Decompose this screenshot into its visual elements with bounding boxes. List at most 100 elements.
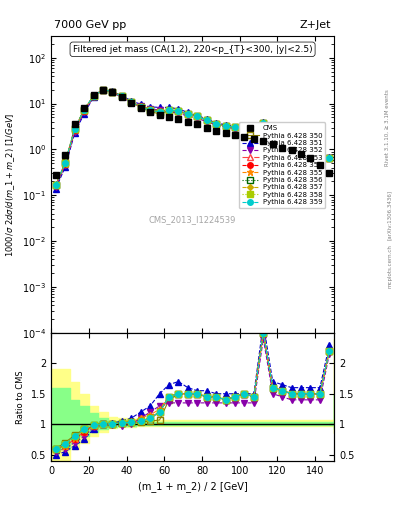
- Pythia 6.428 351: [148, 104, 152, 110]
- Pythia 6.428 356: [91, 93, 96, 99]
- Pythia 6.428 350: [157, 111, 162, 117]
- Pythia 6.428 359: [261, 120, 266, 126]
- Pythia 6.428 357: [195, 113, 200, 119]
- CMS: [53, 172, 58, 178]
- Pythia 6.428 357: [129, 99, 134, 105]
- Pythia 6.428 353: [119, 93, 124, 99]
- Pythia 6.428 353: [185, 111, 190, 117]
- Legend: CMS, Pythia 6.428 350, Pythia 6.428 351, Pythia 6.428 352, Pythia 6.428 353, Pyt: CMS, Pythia 6.428 350, Pythia 6.428 351,…: [239, 122, 325, 208]
- Pythia 6.428 353: [252, 129, 256, 135]
- Pythia 6.428 352: [148, 105, 152, 112]
- Pythia 6.428 350: [233, 124, 237, 131]
- Pythia 6.428 354: [308, 147, 313, 153]
- Pythia 6.428 350: [148, 108, 152, 114]
- Pythia 6.428 352: [63, 162, 68, 168]
- Y-axis label: Ratio to CMS: Ratio to CMS: [16, 370, 25, 423]
- Pythia 6.428 358: [176, 109, 181, 115]
- Pythia 6.428 355: [308, 147, 313, 153]
- CMS: [318, 162, 322, 168]
- CMS: [138, 105, 143, 111]
- Pythia 6.428 351: [157, 104, 162, 111]
- Pythia 6.428 354: [91, 93, 96, 99]
- Pythia 6.428 351: [252, 127, 256, 134]
- Pythia 6.428 354: [252, 129, 256, 135]
- Pythia 6.428 354: [270, 132, 275, 138]
- Pythia 6.428 356: [242, 125, 247, 132]
- Pythia 6.428 351: [129, 98, 134, 104]
- Pythia 6.428 355: [91, 93, 96, 99]
- Pythia 6.428 356: [261, 120, 266, 126]
- Pythia 6.428 351: [101, 87, 105, 93]
- CMS: [327, 170, 332, 177]
- Pythia 6.428 359: [214, 121, 219, 127]
- CMS: [195, 121, 200, 127]
- Pythia 6.428 352: [176, 111, 181, 117]
- CMS: [176, 116, 181, 122]
- Pythia 6.428 356: [138, 104, 143, 110]
- Pythia 6.428 356: [53, 182, 58, 188]
- Pythia 6.428 358: [270, 132, 275, 138]
- Pythia 6.428 355: [72, 126, 77, 133]
- Pythia 6.428 355: [110, 89, 115, 95]
- Pythia 6.428 358: [119, 93, 124, 99]
- Pythia 6.428 354: [53, 182, 58, 188]
- Pythia 6.428 352: [280, 137, 285, 143]
- Line: Pythia 6.428 356: Pythia 6.428 356: [53, 87, 332, 188]
- Pythia 6.428 352: [157, 107, 162, 113]
- Pythia 6.428 351: [270, 131, 275, 137]
- Pythia 6.428 354: [280, 136, 285, 142]
- Pythia 6.428 357: [176, 109, 181, 115]
- Pythia 6.428 352: [270, 133, 275, 139]
- Pythia 6.428 352: [204, 118, 209, 124]
- Pythia 6.428 351: [242, 125, 247, 132]
- Pythia 6.428 355: [261, 120, 266, 126]
- Pythia 6.428 357: [214, 121, 219, 127]
- Pythia 6.428 353: [270, 132, 275, 138]
- Text: mcplots.cern.ch: mcplots.cern.ch: [387, 244, 392, 288]
- Line: Pythia 6.428 350: Pythia 6.428 350: [53, 87, 332, 188]
- Pythia 6.428 357: [252, 129, 256, 135]
- Pythia 6.428 351: [72, 130, 77, 136]
- Pythia 6.428 357: [138, 104, 143, 110]
- Pythia 6.428 359: [195, 113, 200, 119]
- Pythia 6.428 357: [185, 111, 190, 117]
- CMS: [110, 89, 115, 95]
- Pythia 6.428 354: [185, 111, 190, 117]
- CMS: [157, 113, 162, 119]
- CMS: [148, 109, 152, 115]
- Pythia 6.428 353: [63, 161, 68, 167]
- Pythia 6.428 352: [195, 115, 200, 121]
- Pythia 6.428 355: [204, 117, 209, 123]
- Pythia 6.428 358: [101, 87, 105, 93]
- Pythia 6.428 355: [82, 107, 86, 113]
- Pythia 6.428 352: [308, 148, 313, 154]
- Pythia 6.428 352: [214, 122, 219, 129]
- Pythia 6.428 353: [195, 113, 200, 119]
- Pythia 6.428 353: [148, 107, 152, 113]
- Pythia 6.428 359: [72, 126, 77, 132]
- Pythia 6.428 352: [82, 110, 86, 116]
- Pythia 6.428 359: [82, 106, 86, 113]
- Pythia 6.428 351: [119, 93, 124, 99]
- Pythia 6.428 359: [223, 123, 228, 129]
- Pythia 6.428 350: [110, 89, 115, 95]
- Pythia 6.428 359: [138, 104, 143, 110]
- Pythia 6.428 351: [53, 185, 58, 191]
- Pythia 6.428 351: [289, 138, 294, 144]
- Pythia 6.428 358: [204, 117, 209, 123]
- Pythia 6.428 353: [261, 120, 266, 126]
- Pythia 6.428 350: [204, 117, 209, 123]
- Pythia 6.428 356: [195, 113, 200, 119]
- Pythia 6.428 358: [252, 129, 256, 135]
- Pythia 6.428 358: [261, 120, 266, 126]
- Pythia 6.428 359: [91, 93, 96, 99]
- CMS: [82, 105, 86, 111]
- Pythia 6.428 356: [223, 123, 228, 129]
- Pythia 6.428 356: [185, 111, 190, 117]
- Pythia 6.428 359: [242, 125, 247, 132]
- Pythia 6.428 358: [129, 99, 134, 105]
- Pythia 6.428 357: [72, 126, 77, 132]
- Pythia 6.428 358: [148, 107, 152, 113]
- Pythia 6.428 357: [119, 93, 124, 99]
- Pythia 6.428 356: [176, 109, 181, 115]
